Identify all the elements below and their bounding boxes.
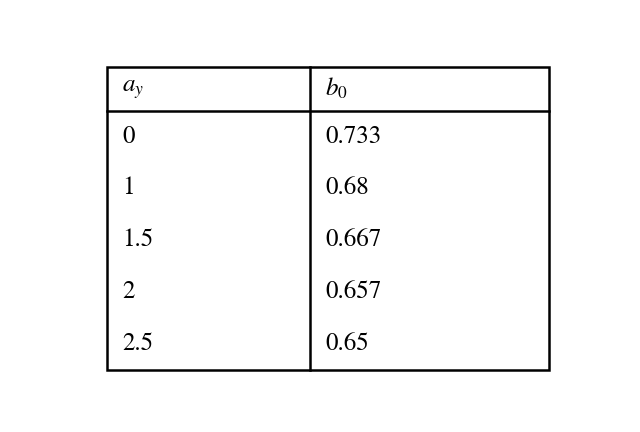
Bar [108,67,548,369]
Text: 0.68: 0.68 [325,176,369,200]
Text: 2: 2 [122,280,134,304]
Text: 1: 1 [122,176,134,200]
Text: 0.733: 0.733 [325,124,381,149]
Text: $b_0$: $b_0$ [325,76,348,102]
Text: $a_y$: $a_y$ [122,77,144,101]
Text: 0: 0 [122,124,134,149]
Text: 0.657: 0.657 [325,280,381,304]
Text: 2.5: 2.5 [122,332,154,356]
Text: 1.5: 1.5 [122,228,154,252]
Text: 0.667: 0.667 [325,228,381,252]
Text: 0.65: 0.65 [325,332,369,356]
